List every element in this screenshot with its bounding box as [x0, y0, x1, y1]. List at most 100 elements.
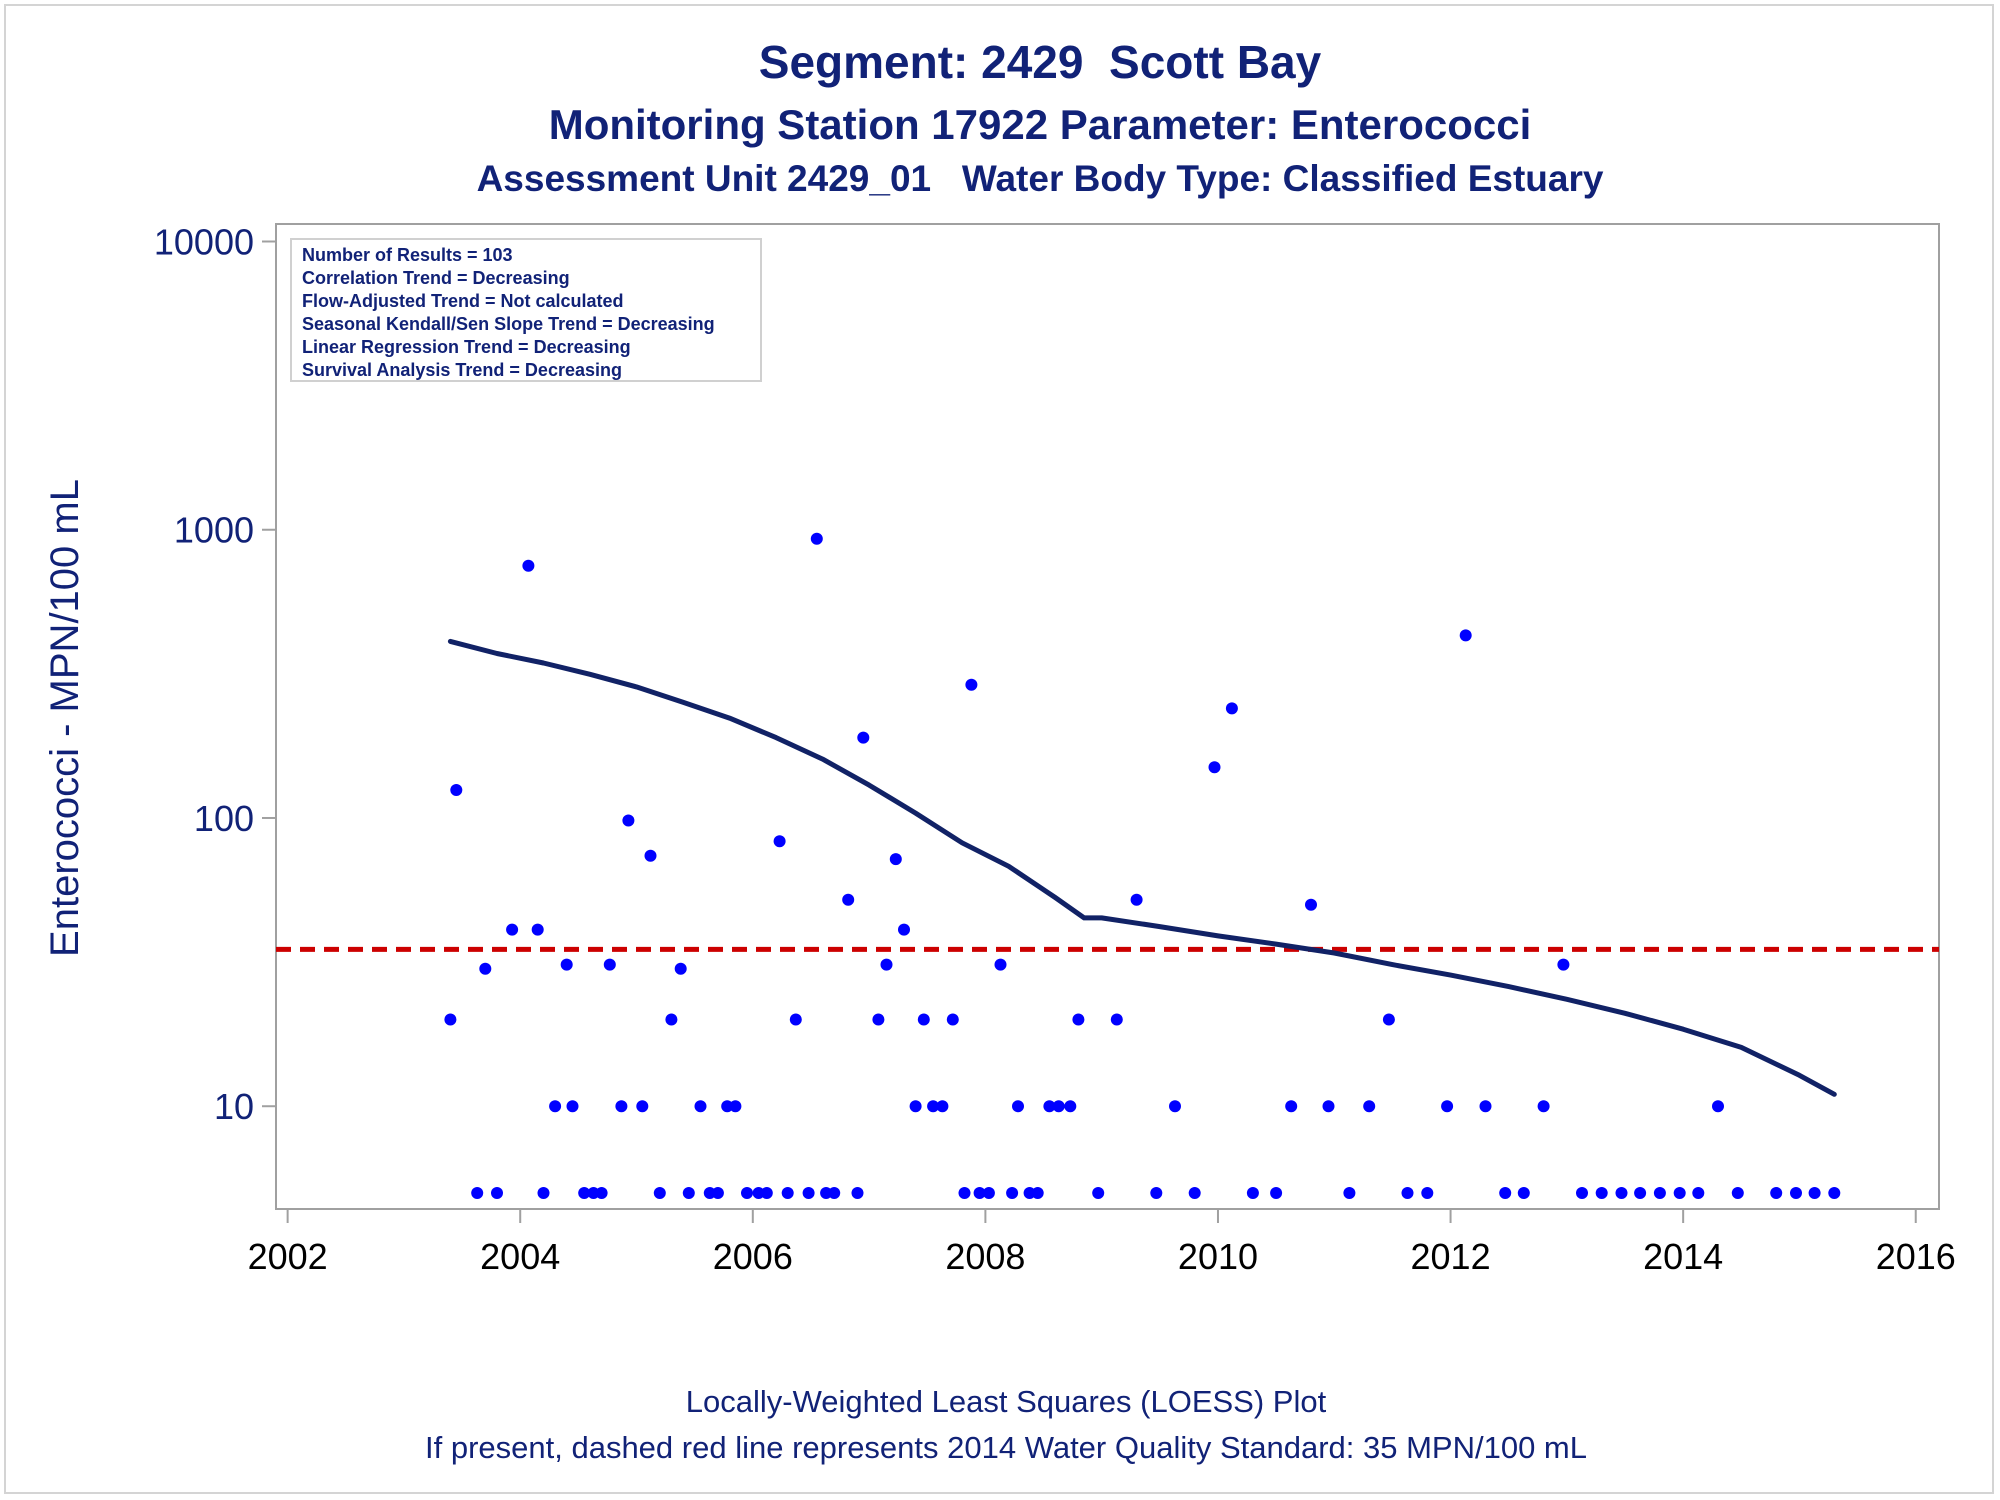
data-point — [909, 1100, 922, 1113]
data-point — [1653, 1187, 1666, 1199]
data-point — [828, 1187, 841, 1199]
data-point — [491, 1187, 503, 1199]
data-point — [1692, 1187, 1705, 1199]
x-tick-label: 2014 — [1643, 1236, 1723, 1277]
data-point — [444, 1013, 457, 1026]
data-point — [872, 1013, 885, 1026]
data-point — [917, 1013, 930, 1026]
data-point — [1006, 1187, 1019, 1199]
x-tick-label: 2008 — [945, 1236, 1025, 1277]
data-points — [444, 271, 1841, 1199]
data-point — [1130, 893, 1143, 906]
data-point — [636, 1100, 649, 1113]
data-point — [694, 1100, 707, 1113]
data-point — [729, 1100, 742, 1113]
stats-line: Seasonal Kendall/Sen Slope Trend = Decre… — [302, 314, 715, 334]
data-point — [479, 962, 492, 975]
data-point — [1110, 1013, 1123, 1026]
data-point — [958, 1187, 971, 1199]
data-point — [1188, 1187, 1201, 1199]
data-point — [1064, 1100, 1077, 1113]
data-point — [615, 1100, 628, 1113]
x-axis: 2002 2004 2006 2008 2010 2012 2014 2016 — [248, 1209, 1956, 1277]
x-tick-label: 2002 — [248, 1236, 328, 1277]
data-point — [595, 1187, 608, 1199]
data-point — [880, 958, 893, 971]
data-point — [560, 958, 573, 971]
data-point — [1092, 1187, 1105, 1199]
data-point — [1770, 1187, 1783, 1199]
data-point — [1246, 1187, 1259, 1199]
data-point — [1072, 1013, 1085, 1026]
y-tick-label: 100 — [194, 798, 254, 839]
data-point — [471, 1187, 484, 1199]
y-tick-label: 10 — [214, 1086, 254, 1127]
data-point — [889, 853, 902, 866]
data-point — [549, 1100, 562, 1113]
data-point — [842, 893, 855, 906]
data-point — [982, 1187, 995, 1199]
data-point — [936, 1100, 949, 1113]
data-point — [1322, 1100, 1335, 1113]
data-point — [1421, 1187, 1434, 1199]
stats-line: Linear Regression Trend = Decreasing — [302, 337, 631, 357]
data-point — [1043, 1100, 1056, 1113]
x-tick-label: 2004 — [480, 1236, 560, 1277]
y-axis: 10 100 1000 10000 — [154, 221, 277, 1209]
x-tick-label: 2010 — [1178, 1236, 1258, 1277]
data-point — [994, 958, 1007, 971]
data-point — [1012, 1100, 1024, 1113]
stats-line: Number of Results = 103 — [302, 245, 513, 265]
y-axis-label: Enterococci - MPN/100 mL — [43, 479, 87, 957]
data-point — [506, 923, 519, 936]
data-point — [644, 849, 657, 862]
data-point — [1576, 1187, 1588, 1199]
y-tick-label: 1000 — [174, 510, 254, 551]
data-point — [566, 1100, 579, 1113]
data-point — [721, 1100, 734, 1113]
data-point — [1537, 1100, 1550, 1113]
data-point — [1615, 1187, 1628, 1199]
data-point — [1150, 1187, 1163, 1199]
data-point — [1557, 958, 1570, 971]
data-point — [682, 1187, 695, 1199]
data-point — [1169, 1100, 1181, 1113]
stats-line: Flow-Adjusted Trend = Not calculated — [302, 291, 624, 311]
x-tick-label: 2012 — [1411, 1236, 1491, 1277]
x-tick-label: 2016 — [1876, 1236, 1956, 1277]
data-point — [1052, 1100, 1065, 1113]
data-point — [741, 1187, 753, 1199]
data-point — [1208, 761, 1221, 774]
stats-line: Survival Analysis Trend = Decreasing — [302, 360, 622, 380]
data-point — [752, 1187, 765, 1199]
data-point — [1790, 1187, 1802, 1199]
data-point — [1441, 1100, 1454, 1113]
data-point — [789, 1013, 802, 1026]
data-point — [1712, 1100, 1724, 1113]
stats-box — [290, 238, 762, 382]
data-point — [1731, 1187, 1744, 1199]
data-point — [1382, 1013, 1395, 1026]
x-tick-label: 2006 — [713, 1236, 793, 1277]
data-point — [973, 1187, 986, 1199]
data-point — [927, 1100, 940, 1113]
data-point — [781, 1187, 794, 1199]
data-point — [810, 532, 823, 545]
data-point — [946, 1013, 959, 1026]
chart-subtitle: Monitoring Station 17922 Parameter: Ente… — [549, 101, 1532, 148]
footnote-loess: Locally-Weighted Least Squares (LOESS) P… — [686, 1384, 1327, 1419]
data-point — [1225, 702, 1238, 715]
data-point — [653, 1187, 666, 1199]
data-point — [531, 923, 544, 936]
data-point — [1673, 1187, 1686, 1199]
y-tick-label: 10000 — [154, 221, 254, 262]
data-point — [1285, 1100, 1298, 1113]
loess-trend-line — [447, 638, 1837, 1097]
data-point — [1479, 1100, 1492, 1113]
data-point — [851, 1187, 864, 1199]
data-point — [450, 784, 463, 796]
data-point — [1031, 1187, 1044, 1199]
data-point — [1270, 1187, 1283, 1199]
data-point — [1459, 629, 1472, 642]
